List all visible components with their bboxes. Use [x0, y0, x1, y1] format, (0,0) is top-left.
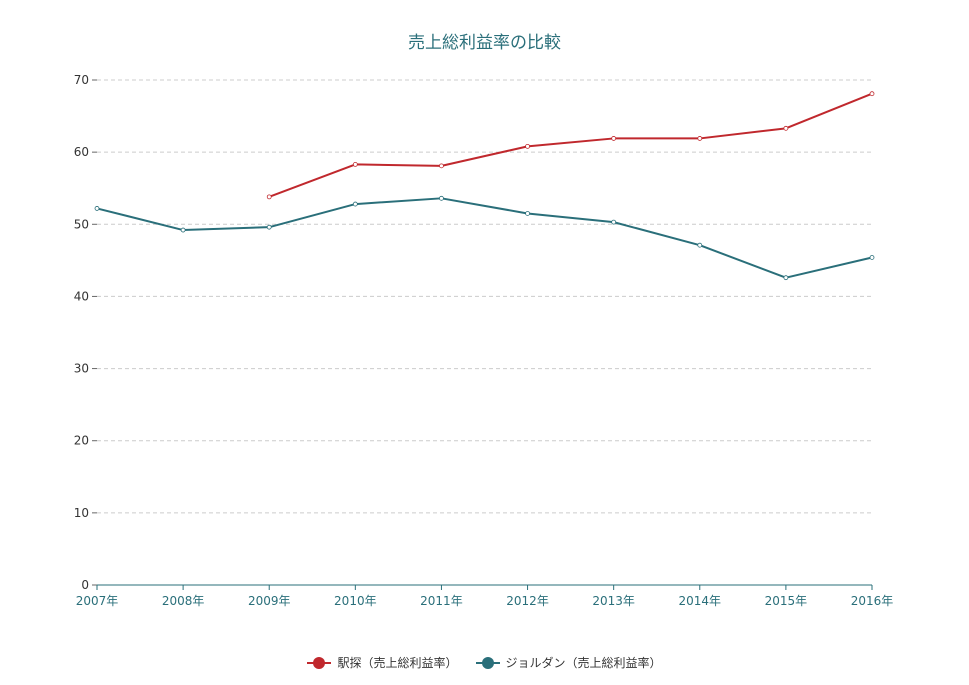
- axes: 0 10 20 30 40 50 60 70 2007年 2008年 2009年 2010年 2011年…: [74, 73, 894, 608]
- y-tick-label: 50: [74, 217, 89, 231]
- x-tick-label: 2009年: [248, 594, 291, 608]
- legend-label: ジョルダン（売上総利益率）: [505, 656, 662, 670]
- x-tick-label: 2016年: [851, 594, 894, 608]
- data-point[interactable]: [439, 163, 444, 169]
- data-point[interactable]: [697, 242, 703, 248]
- series-line-1: [96, 197, 873, 279]
- x-tick-label: 2015年: [765, 594, 808, 608]
- legend-dot: [481, 656, 494, 669]
- legend-dot: [313, 656, 326, 669]
- data-point[interactable]: [525, 143, 530, 149]
- y-tick-label: 40: [74, 289, 89, 303]
- x-tick-label: 2011年: [420, 594, 463, 608]
- chart-title: 売上総利益率の比較: [408, 33, 561, 53]
- data-point[interactable]: [697, 136, 703, 141]
- data-point[interactable]: [352, 162, 358, 167]
- x-tick-label: 2013年: [592, 594, 635, 608]
- data-point[interactable]: [611, 136, 617, 141]
- y-tick-label: 70: [74, 73, 89, 87]
- y-tick-label: 0: [81, 578, 89, 592]
- legend-item-jorudan[interactable]: ジョルダン（売上総利益率）: [475, 654, 662, 671]
- data-point[interactable]: [783, 275, 789, 281]
- y-tick-label: 60: [74, 145, 89, 159]
- legend-item-ekitan[interactable]: 駅探（売上総利益率）: [307, 654, 458, 671]
- x-tick-label: 2012年: [506, 594, 549, 608]
- x-tick-label: 2010年: [334, 594, 377, 608]
- y-tick-label: 10: [74, 506, 89, 520]
- y-tick-label: 30: [74, 362, 89, 376]
- data-point[interactable]: [525, 211, 530, 216]
- series-line-0: [268, 92, 873, 198]
- data-point[interactable]: [94, 206, 100, 211]
- data-point[interactable]: [266, 194, 272, 200]
- legend: 駅探（売上総利益率） ジョルダン（売上総利益率）: [0, 654, 969, 671]
- y-tick-label: 20: [74, 434, 89, 448]
- data-point[interactable]: [783, 125, 789, 131]
- grid-lines: [97, 79, 872, 514]
- x-tick-label: 2008年: [162, 594, 205, 608]
- x-tick-label: 2007年: [76, 594, 119, 608]
- data-point[interactable]: [352, 201, 358, 207]
- data-point[interactable]: [611, 219, 617, 225]
- legend-marker-icon: [475, 656, 500, 670]
- series-lines: [94, 91, 875, 281]
- legend-label: 駅探（売上総利益率）: [337, 656, 458, 670]
- data-point[interactable]: [266, 224, 272, 230]
- data-point[interactable]: [439, 195, 444, 201]
- data-point[interactable]: [869, 91, 875, 97]
- legend-marker-icon: [307, 656, 332, 670]
- data-point[interactable]: [180, 227, 186, 233]
- data-point[interactable]: [869, 255, 875, 260]
- x-tick-label: 2014年: [679, 594, 722, 608]
